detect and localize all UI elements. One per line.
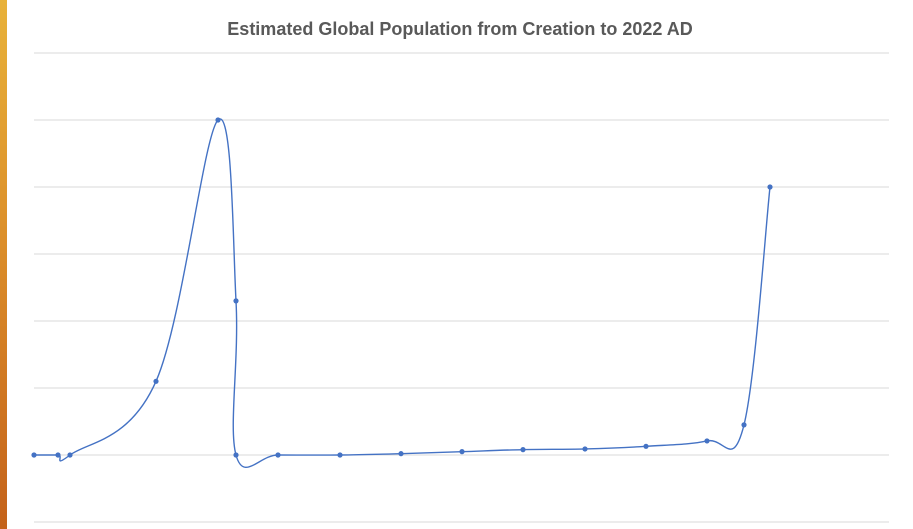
data-point [398, 451, 404, 457]
data-point [520, 447, 526, 453]
series-line [33, 118, 771, 469]
data-point [31, 452, 37, 458]
data-point [767, 184, 773, 190]
data-point [275, 452, 281, 458]
data-point [153, 378, 159, 384]
data-point [459, 449, 465, 455]
plot-area [31, 52, 889, 523]
data-point [215, 117, 221, 123]
chart-panel: Estimated Global Population from Creatio… [7, 0, 913, 529]
data-point [67, 452, 73, 458]
data-point [337, 452, 343, 458]
data-point [233, 452, 239, 458]
chart-title: Estimated Global Population from Creatio… [227, 19, 693, 39]
data-point [643, 443, 649, 449]
data-point [704, 438, 710, 444]
data-point [741, 422, 747, 428]
data-point [55, 452, 61, 458]
data-point [233, 298, 239, 304]
data-point [582, 446, 588, 452]
